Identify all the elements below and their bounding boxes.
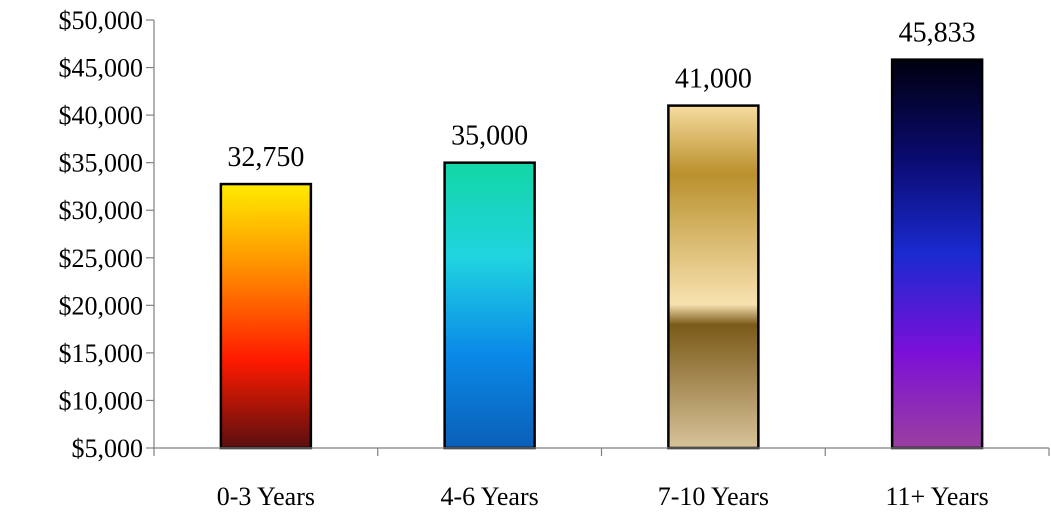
x-category-label: 0-3 Years <box>217 482 315 511</box>
y-tick-label: $45,000 <box>59 54 144 83</box>
y-tick-label: $5,000 <box>72 434 144 463</box>
x-axis-ticks <box>153 448 1050 456</box>
data-label: 32,750 <box>227 142 304 173</box>
data-labels-group: 32,750 35,000 41,000 45,833 <box>227 18 975 173</box>
y-tick-label: $50,000 <box>59 6 144 35</box>
x-category-label: 4-6 Years <box>441 482 539 511</box>
data-label: 41,000 <box>675 64 752 95</box>
bars-group <box>219 58 984 450</box>
y-axis-ticks: $5,000 $10,000 $15,000 $20,000 $25,000 $30,00… <box>59 6 154 463</box>
x-category-label: 11+ Years <box>885 482 988 511</box>
bar-11-years <box>890 58 984 450</box>
y-tick-label: $15,000 <box>59 339 144 368</box>
x-category-label: 7-10 Years <box>658 482 769 511</box>
y-tick-label: $35,000 <box>59 149 144 178</box>
bar-0-3-years <box>219 182 313 450</box>
category-labels-group: 0-3 Years 4-6 Years 7-10 Years 11+ Years <box>217 482 989 511</box>
y-tick-label: $25,000 <box>59 244 144 273</box>
y-tick-label: $10,000 <box>59 386 144 415</box>
data-label: 45,833 <box>899 18 976 49</box>
bar-7-10-years <box>667 104 760 450</box>
y-tick-label: $40,000 <box>59 101 144 130</box>
data-label: 35,000 <box>451 121 528 152</box>
y-tick-label: $20,000 <box>59 291 144 320</box>
y-tick-label: $30,000 <box>59 196 144 225</box>
bar-4-6-years <box>443 161 536 450</box>
